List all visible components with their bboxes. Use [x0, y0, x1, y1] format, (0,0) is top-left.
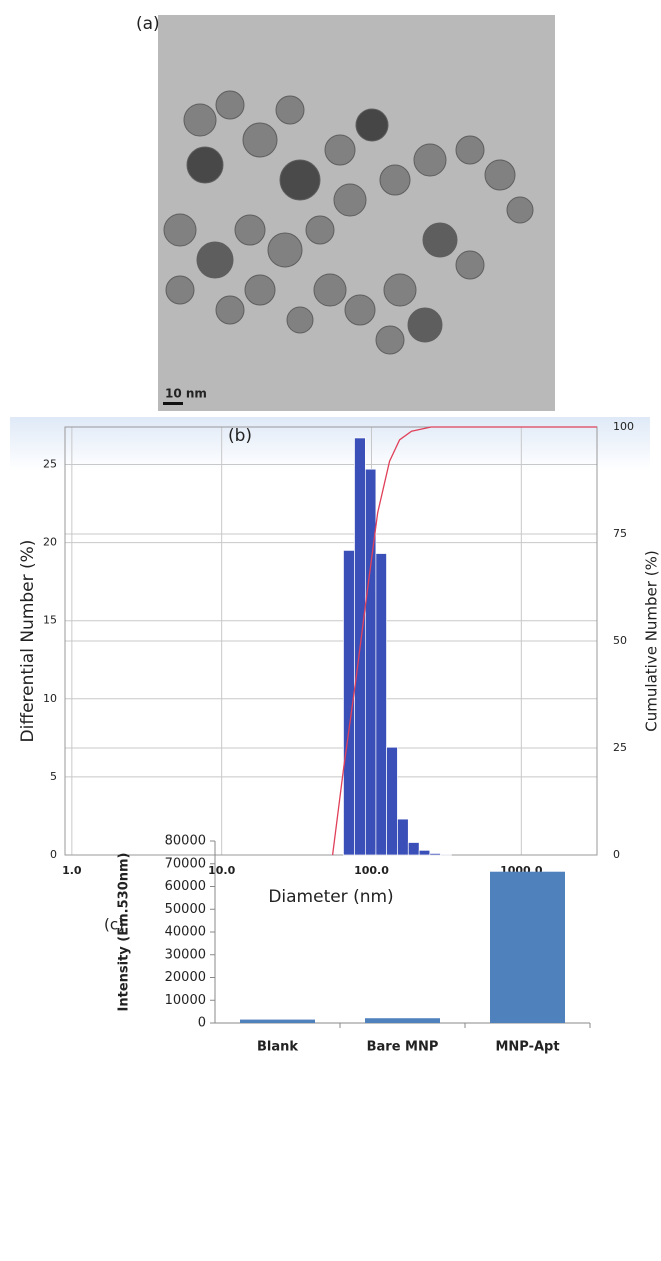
y-tick-label: 20000 [165, 970, 206, 985]
y-tick-label: 15 [43, 614, 57, 627]
x-tick-label: 1.0 [62, 864, 82, 877]
bar [490, 871, 565, 1023]
x-axis-label: Diameter (nm) [268, 887, 393, 907]
panel-label: (c) [104, 916, 124, 934]
bar [386, 746, 398, 856]
bar [397, 818, 409, 856]
y-tick-label: 60000 [165, 879, 206, 894]
panel-label: (a) [136, 14, 160, 34]
scale-bar-label: 10 nm [165, 387, 207, 401]
y2-tick-label: 50 [613, 634, 627, 647]
y2-tick-label: 100 [613, 420, 634, 433]
bar [240, 1019, 315, 1023]
bar [365, 468, 377, 856]
y-tick-label: 5 [50, 770, 57, 783]
bar [365, 1018, 440, 1023]
panel-b-background [10, 417, 650, 867]
y-tick-label: 0 [50, 848, 57, 861]
y-axis-label: Intensity (Em.530nm) [117, 853, 132, 1012]
y-tick-label: 20 [43, 536, 57, 549]
y2-tick-label: 75 [613, 527, 627, 540]
bar [375, 553, 387, 856]
y-tick-label: 50000 [165, 902, 206, 917]
tem-image [158, 15, 555, 411]
y-tick-label: 10000 [165, 993, 206, 1008]
panel-label: (b) [228, 426, 252, 446]
y-tick-label: 70000 [165, 856, 206, 871]
y-tick-label: 30000 [165, 947, 206, 962]
y-tick-label: 25 [43, 457, 57, 470]
y-tick-label: 0 [198, 1016, 206, 1031]
x-tick-label: MNP-Apt [495, 1040, 559, 1055]
y2-axis-label: Cumulative Number (%) [643, 550, 661, 731]
y-tick-label: 80000 [165, 834, 206, 849]
x-tick-label: Bare MNP [367, 1040, 439, 1055]
bar [418, 849, 431, 856]
x-tick-label: 100.0 [354, 864, 389, 877]
y-tick-label: 40000 [165, 925, 206, 940]
plot-frame [64, 426, 598, 856]
bar [407, 842, 420, 856]
y2-tick-label: 25 [613, 741, 627, 754]
x-tick-label: Blank [257, 1040, 298, 1055]
bar [429, 853, 441, 856]
cumulative-line [331, 426, 597, 856]
y-axis-label: Differential Number (%) [18, 540, 38, 743]
y-tick-label: 10 [43, 692, 57, 705]
y2-tick-label: 0 [613, 848, 620, 861]
x-tick-label: 10.0 [208, 864, 235, 877]
bar [440, 853, 452, 856]
